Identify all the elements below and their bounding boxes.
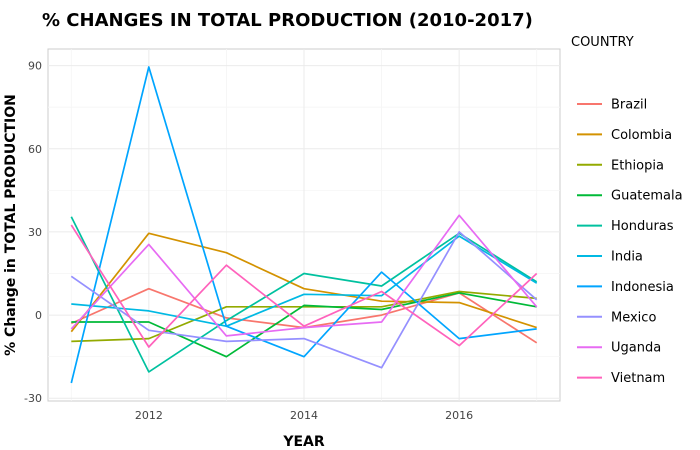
grid	[48, 49, 560, 401]
legend-item-indonesia[interactable]: Indonesia	[577, 280, 674, 295]
legend-title: COUNTRY	[571, 35, 634, 50]
legend-item-uganda[interactable]: Uganda	[577, 341, 661, 356]
series-lines	[70, 66, 538, 384]
legend-label: India	[611, 250, 643, 265]
legend-item-vietnam[interactable]: Vietnam	[577, 371, 665, 386]
x-tick-label: 2014	[290, 409, 318, 422]
legend-label: Mexico	[611, 310, 656, 325]
legend-label: Uganda	[611, 341, 661, 356]
legend-label: Brazil	[611, 98, 647, 113]
series-line-mexico	[70, 231, 538, 369]
legend-item-guatemala[interactable]: Guatemala	[577, 189, 683, 204]
x-tick-label: 2016	[445, 409, 473, 422]
series-line-ethiopia	[71, 290, 537, 343]
legend[interactable]: Brazil Colombia Ethiopia Guatemala Honduras I…	[577, 98, 683, 387]
series-line-guatemala	[71, 292, 537, 358]
series-line-uganda	[70, 214, 538, 337]
legend-item-brazil[interactable]: Brazil	[577, 98, 647, 113]
x-tick-label: 2012	[135, 409, 163, 422]
series-line-vietnam	[70, 224, 538, 348]
y-tick-label: 60	[28, 143, 42, 156]
legend-item-colombia[interactable]: Colombia	[577, 128, 672, 143]
chart-title: % CHANGES IN TOTAL PRODUCTION (2010-2017…	[42, 10, 533, 31]
legend-item-mexico[interactable]: Mexico	[577, 310, 656, 325]
legend-item-honduras[interactable]: Honduras	[577, 219, 674, 234]
y-axis-title: % Change in TOTAL PRODUCTION	[3, 94, 19, 356]
legend-label: Indonesia	[611, 280, 674, 295]
legend-item-ethiopia[interactable]: Ethiopia	[577, 158, 664, 173]
y-tick-label: 30	[28, 226, 42, 239]
series-line-india	[71, 235, 538, 328]
axis-ticks: -30 0 30 60 90 2012 2014 2016	[24, 60, 473, 422]
legend-label: Guatemala	[611, 189, 683, 204]
legend-label: Colombia	[611, 128, 672, 143]
series-line-colombia	[70, 232, 537, 333]
legend-label: Honduras	[611, 219, 674, 234]
legend-item-india[interactable]: India	[577, 250, 643, 265]
legend-label: Vietnam	[611, 371, 665, 386]
y-tick-label: 0	[35, 309, 42, 322]
series-line-indonesia	[70, 66, 537, 384]
legend-label: Ethiopia	[611, 158, 664, 173]
x-axis-title: YEAR	[282, 434, 325, 450]
y-tick-label: -30	[24, 392, 42, 405]
y-tick-label: 90	[28, 60, 42, 73]
